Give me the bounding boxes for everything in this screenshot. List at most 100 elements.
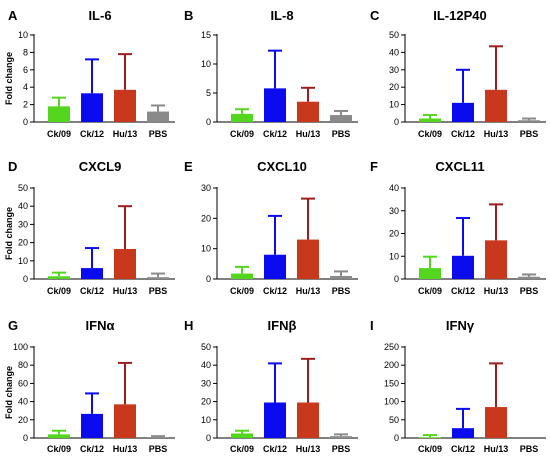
y-tick-label: 6 bbox=[23, 65, 28, 75]
panel-letter: A bbox=[8, 8, 18, 23]
category-label: Ck/12 bbox=[80, 129, 104, 139]
chart-title: CXCL10 bbox=[257, 159, 307, 174]
y-tick-label: 0 bbox=[206, 274, 211, 284]
bar-ck-09 bbox=[419, 268, 441, 279]
y-tick-label: 10 bbox=[389, 251, 399, 261]
category-label: PBS bbox=[332, 444, 351, 454]
y-tick-label: 30 bbox=[201, 183, 211, 193]
y-tick-label: 8 bbox=[23, 47, 28, 57]
y-tick-label: 40 bbox=[389, 47, 399, 57]
y-tick-label: 20 bbox=[389, 229, 399, 239]
y-tick-label: 100 bbox=[384, 397, 399, 407]
bar-ck-09 bbox=[231, 433, 253, 438]
y-tick-label: 20 bbox=[389, 82, 399, 92]
chart-panel-e: E CXCL10 0 10 20 30 Ck/09 Ck/12 Hu/13 PBS bbox=[184, 159, 358, 296]
y-tick-label: 20 bbox=[18, 415, 28, 425]
y-tick-label: 40 bbox=[201, 360, 211, 370]
category-label: Hu/13 bbox=[484, 129, 509, 139]
category-label: Hu/13 bbox=[113, 444, 138, 454]
chart-panel-f: F CXCL11 0 10 20 30 40 Ck/09 Ck/12 Hu/13 PBS bbox=[370, 159, 546, 296]
y-tick-label: 30 bbox=[389, 65, 399, 75]
y-tick-label: 40 bbox=[18, 397, 28, 407]
bar-ck-12 bbox=[452, 255, 474, 279]
chart-title: IFNα bbox=[86, 318, 115, 333]
chart-title: CXCL11 bbox=[435, 159, 484, 174]
y-tick-label: 10 bbox=[18, 30, 28, 40]
bar-ck-12 bbox=[81, 413, 103, 438]
bar-hu-13 bbox=[485, 89, 507, 122]
y-tick-label: 50 bbox=[18, 183, 28, 193]
chart-panel-i: I IFNγ 0 50 100 150 200 250 Ck/09 Ck/12 Hu/13 PBS bbox=[370, 318, 546, 454]
category-label: PBS bbox=[520, 286, 539, 296]
y-tick-label: 0 bbox=[23, 274, 28, 284]
category-label: Ck/09 bbox=[230, 444, 254, 454]
category-label: Ck/09 bbox=[418, 286, 442, 296]
bar-pbs bbox=[518, 120, 540, 122]
chart-title: IFNγ bbox=[446, 318, 475, 333]
bar-pbs bbox=[147, 111, 169, 122]
chart-panel-c: C IL-12P40 0 10 20 30 40 50 Ck/09 Ck/12 Hu/13 PBS bbox=[370, 8, 546, 139]
y-tick-label: 80 bbox=[18, 360, 28, 370]
category-label: Ck/12 bbox=[263, 129, 287, 139]
category-label: PBS bbox=[520, 444, 539, 454]
panel-letter: D bbox=[8, 159, 17, 174]
bar-hu-13 bbox=[297, 402, 319, 438]
y-tick-label: 15 bbox=[201, 30, 211, 40]
y-tick-label: 0 bbox=[206, 117, 211, 127]
bar-hu-13 bbox=[297, 239, 319, 279]
y-tick-label: 200 bbox=[384, 360, 399, 370]
y-tick-label: 50 bbox=[389, 30, 399, 40]
y-tick-label: 10 bbox=[18, 256, 28, 266]
y-tick-label: 0 bbox=[394, 274, 399, 284]
bar-ck-09 bbox=[48, 434, 70, 438]
bar-ck-09 bbox=[231, 113, 253, 122]
category-label: Hu/13 bbox=[296, 444, 321, 454]
bar-ck-09 bbox=[48, 106, 70, 122]
bar-hu-13 bbox=[114, 89, 136, 122]
chart-panel-a: A IL-6 0 2 4 6 8 10 Fold change Ck/09 Ck/12 Hu/13 PB… bbox=[4, 8, 175, 139]
bar-ck-12 bbox=[81, 93, 103, 122]
panel-letter: I bbox=[370, 318, 374, 333]
category-label: PBS bbox=[149, 286, 168, 296]
category-label: Hu/13 bbox=[113, 286, 138, 296]
category-label: Hu/13 bbox=[296, 129, 321, 139]
bar-ck-09 bbox=[419, 118, 441, 122]
bar-pbs bbox=[147, 437, 169, 438]
bar-pbs bbox=[330, 436, 352, 438]
bar-hu-13 bbox=[114, 404, 136, 438]
y-tick-label: 40 bbox=[389, 183, 399, 193]
category-label: Hu/13 bbox=[113, 129, 138, 139]
y-tick-label: 30 bbox=[18, 219, 28, 229]
y-tick-label: 40 bbox=[18, 201, 28, 211]
y-tick-label: 20 bbox=[201, 397, 211, 407]
category-label: PBS bbox=[332, 286, 351, 296]
bar-ck-12 bbox=[264, 88, 286, 122]
bar-ck-12 bbox=[452, 102, 474, 122]
category-label: Ck/09 bbox=[230, 286, 254, 296]
y-tick-label: 0 bbox=[206, 433, 211, 443]
bar-hu-13 bbox=[297, 101, 319, 122]
bar-ck-12 bbox=[264, 254, 286, 279]
y-axis-label: Fold change bbox=[4, 52, 14, 105]
bar-ck-12 bbox=[81, 268, 103, 279]
category-label: Ck/12 bbox=[263, 286, 287, 296]
chart-title: CXCL9 bbox=[79, 159, 122, 174]
y-tick-label: 30 bbox=[201, 378, 211, 388]
y-tick-label: 20 bbox=[201, 213, 211, 223]
bar-hu-13 bbox=[485, 240, 507, 279]
category-label: PBS bbox=[149, 129, 168, 139]
category-label: Ck/09 bbox=[230, 129, 254, 139]
y-tick-label: 10 bbox=[201, 244, 211, 254]
panel-letter: H bbox=[184, 318, 193, 333]
category-label: Ck/12 bbox=[451, 286, 475, 296]
y-tick-label: 10 bbox=[201, 59, 211, 69]
category-label: Ck/09 bbox=[47, 129, 71, 139]
panel-letter: F bbox=[370, 159, 378, 174]
bar-hu-13 bbox=[485, 407, 507, 438]
bar-pbs bbox=[518, 276, 540, 279]
category-label: Ck/12 bbox=[263, 444, 287, 454]
y-tick-label: 30 bbox=[389, 206, 399, 216]
bar-ck-12 bbox=[264, 402, 286, 438]
category-label: Ck/09 bbox=[418, 129, 442, 139]
